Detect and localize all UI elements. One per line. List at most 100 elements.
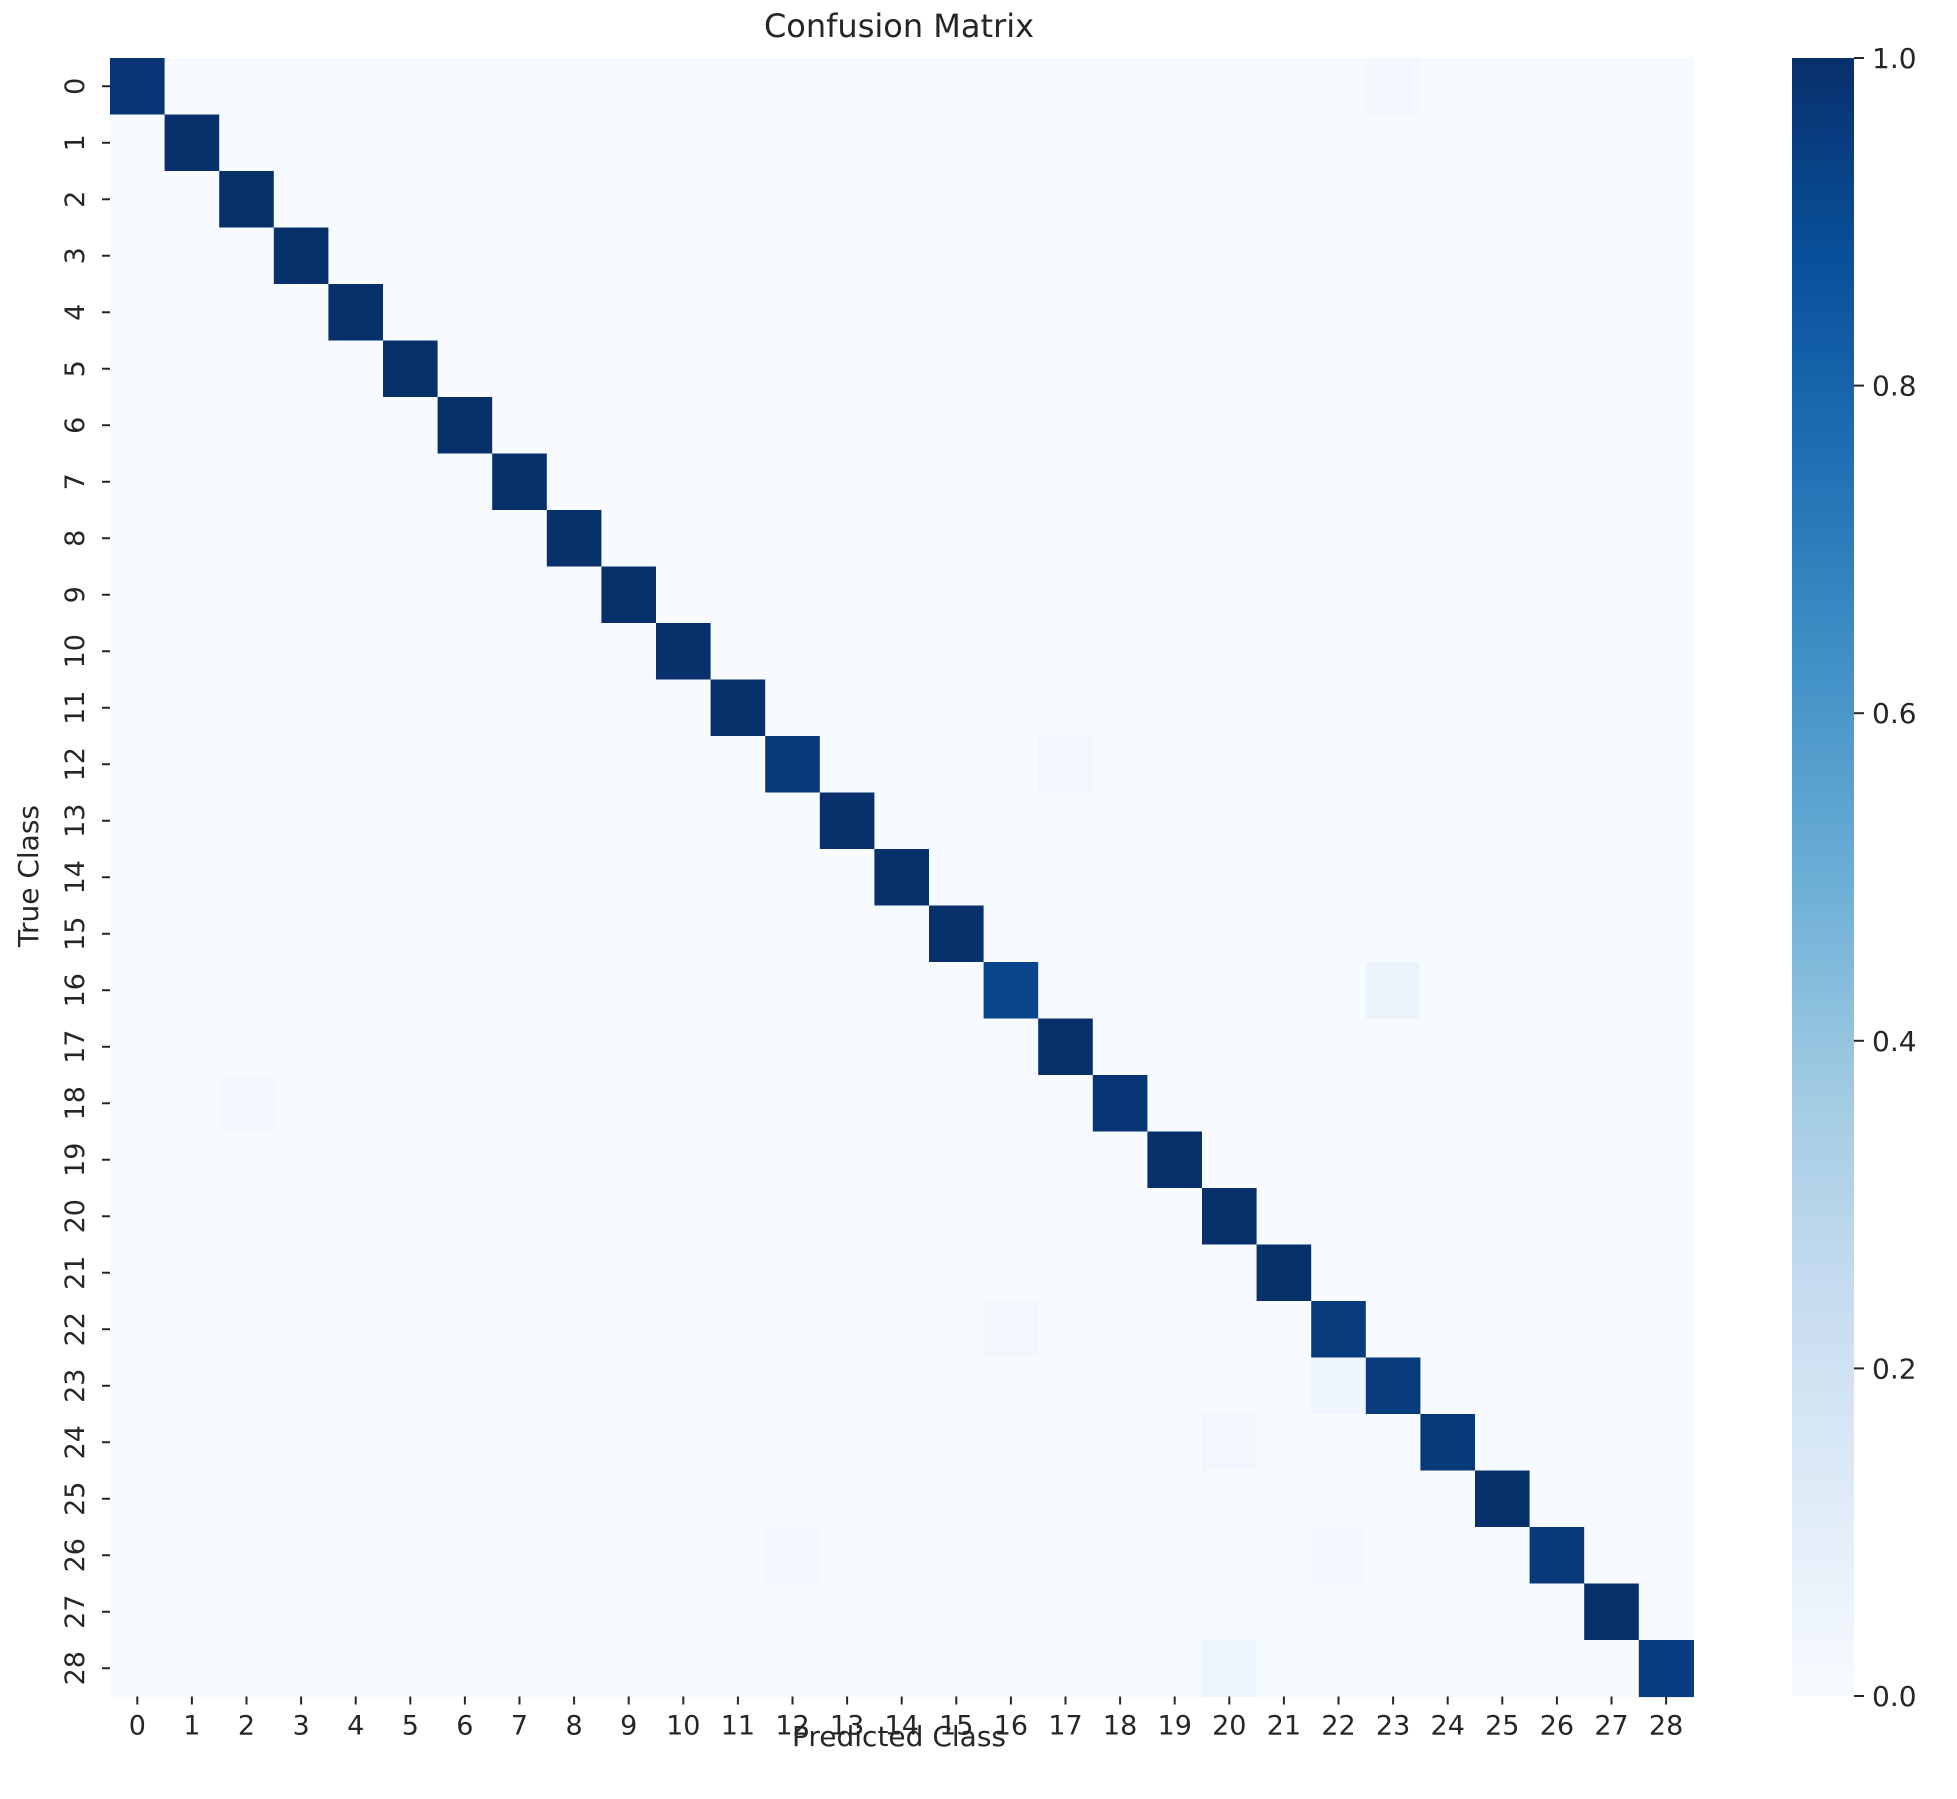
- heatmap-cell-27-4: [328, 1583, 384, 1641]
- heatmap-cell-1-10: [656, 114, 712, 172]
- heatmap-cell-11-2: [219, 679, 275, 737]
- heatmap-cell-28-3: [273, 1640, 329, 1698]
- heatmap-cell-23-26: [1529, 1357, 1585, 1415]
- heatmap-cell-1-27: [1584, 114, 1640, 172]
- heatmap-cell-18-1: [164, 1075, 220, 1133]
- heatmap-cell-20-27: [1584, 1188, 1640, 1246]
- heatmap-cell-2-25: [1475, 171, 1531, 229]
- heatmap-cell-5-16: [983, 340, 1039, 398]
- heatmap-cell-20-23: [1365, 1188, 1421, 1246]
- colorbar-tick-label: 0.2: [1872, 1352, 1917, 1385]
- heatmap-cell-5-7: [492, 340, 548, 398]
- heatmap-cell-8-17: [1038, 510, 1094, 568]
- y-tick-label: 21: [60, 1256, 91, 1290]
- heatmap-cell-27-11: [710, 1583, 766, 1641]
- heatmap-cell-2-9: [601, 171, 657, 229]
- colorbar-tick-label: 1.0: [1872, 42, 1917, 75]
- heatmap-cell-8-13: [819, 510, 875, 568]
- heatmap-cell-21-13: [819, 1244, 875, 1302]
- heatmap-cell-6-20: [1202, 397, 1258, 455]
- heatmap-cell-27-15: [929, 1583, 985, 1641]
- heatmap-cell-1-4: [328, 114, 384, 172]
- heatmap-cell-16-9: [601, 962, 657, 1020]
- heatmap-cell-11-17: [1038, 679, 1094, 737]
- heatmap-cell-18-6: [437, 1075, 493, 1133]
- heatmap-cell-24-26: [1529, 1414, 1585, 1472]
- heatmap-cell-27-24: [1420, 1583, 1476, 1641]
- heatmap-cell-24-27: [1584, 1414, 1640, 1472]
- heatmap-cell-3-10: [656, 227, 712, 285]
- heatmap-cell-5-6: [437, 340, 493, 398]
- heatmap-cell-16-13: [819, 962, 875, 1020]
- heatmap-cell-13-4: [328, 792, 384, 850]
- heatmap-cell-14-24: [1420, 849, 1476, 907]
- x-tick-label: 21: [1267, 1711, 1301, 1742]
- heatmap-cell-8-25: [1475, 510, 1531, 568]
- heatmap-cell-7-28: [1638, 453, 1694, 511]
- heatmap-cell-18-16: [983, 1075, 1039, 1133]
- x-tick-label: 17: [1048, 1711, 1082, 1742]
- heatmap-cell-5-1: [164, 340, 220, 398]
- heatmap-cell-2-24: [1420, 171, 1476, 229]
- heatmap-cell-10-21: [1256, 623, 1312, 681]
- heatmap-cell-22-15: [929, 1301, 985, 1359]
- heatmap-cell-23-0: [110, 1357, 166, 1415]
- heatmap-cell-2-2: [219, 171, 275, 229]
- y-tick-label: 8: [60, 530, 91, 547]
- heatmap-cell-23-9: [601, 1357, 657, 1415]
- heatmap-cell-1-22: [1311, 114, 1367, 172]
- heatmap-cell-12-16: [983, 736, 1039, 794]
- heatmap-cell-27-23: [1365, 1583, 1421, 1641]
- heatmap-cell-25-11: [710, 1470, 766, 1528]
- heatmap-cell-4-25: [1475, 284, 1531, 342]
- heatmap-cell-17-4: [328, 1018, 384, 1076]
- heatmap-cell-28-21: [1256, 1640, 1312, 1698]
- heatmap-cell-19-10: [656, 1131, 712, 1189]
- heatmap-cell-5-2: [219, 340, 275, 398]
- heatmap-cell-25-22: [1311, 1470, 1367, 1528]
- heatmap-cell-1-23: [1365, 114, 1421, 172]
- heatmap-cell-27-3: [273, 1583, 329, 1641]
- heatmap-cell-6-3: [273, 397, 329, 455]
- heatmap-cell-21-4: [328, 1244, 384, 1302]
- heatmap-cell-6-1: [164, 397, 220, 455]
- y-tick-label: 12: [60, 747, 91, 781]
- heatmap-cell-17-25: [1475, 1018, 1531, 1076]
- heatmap-cell-9-3: [273, 566, 329, 624]
- heatmap-cell-17-1: [164, 1018, 220, 1076]
- heatmap-cell-4-17: [1038, 284, 1094, 342]
- heatmap-cell-16-28: [1638, 962, 1694, 1020]
- heatmap-cell-17-23: [1365, 1018, 1421, 1076]
- heatmap-cell-1-0: [110, 114, 166, 172]
- colorbar-tick-label: 0.8: [1872, 370, 1917, 403]
- heatmap-cell-1-8: [546, 114, 602, 172]
- heatmap-cell-13-19: [1147, 792, 1203, 850]
- heatmap-cell-2-19: [1147, 171, 1203, 229]
- heatmap-cell-27-1: [164, 1583, 220, 1641]
- heatmap-cell-26-15: [929, 1527, 985, 1585]
- heatmap-cell-9-15: [929, 566, 985, 624]
- heatmap-cell-17-10: [656, 1018, 712, 1076]
- heatmap-cell-13-11: [710, 792, 766, 850]
- y-tick-label: 27: [60, 1595, 91, 1629]
- heatmap-cell-2-15: [929, 171, 985, 229]
- heatmap-cell-4-13: [819, 284, 875, 342]
- heatmap-cell-22-20: [1202, 1301, 1258, 1359]
- heatmap-cell-5-9: [601, 340, 657, 398]
- heatmap-cell-22-8: [546, 1301, 602, 1359]
- x-tick-label: 23: [1376, 1711, 1410, 1742]
- heatmap-cell-1-2: [219, 114, 275, 172]
- heatmap-cell-22-0: [110, 1301, 166, 1359]
- heatmap-cell-3-6: [437, 227, 493, 285]
- heatmap-cell-11-9: [601, 679, 657, 737]
- heatmap-cell-18-25: [1475, 1075, 1531, 1133]
- heatmap-cell-16-19: [1147, 962, 1203, 1020]
- heatmap-cell-4-18: [1092, 284, 1148, 342]
- heatmap-cell-26-20: [1202, 1527, 1258, 1585]
- heatmap-cell-14-2: [219, 849, 275, 907]
- heatmap-cell-3-23: [1365, 227, 1421, 285]
- heatmap-cell-26-17: [1038, 1527, 1094, 1585]
- heatmap-cell-28-28: [1638, 1640, 1694, 1698]
- heatmap-cell-18-22: [1311, 1075, 1367, 1133]
